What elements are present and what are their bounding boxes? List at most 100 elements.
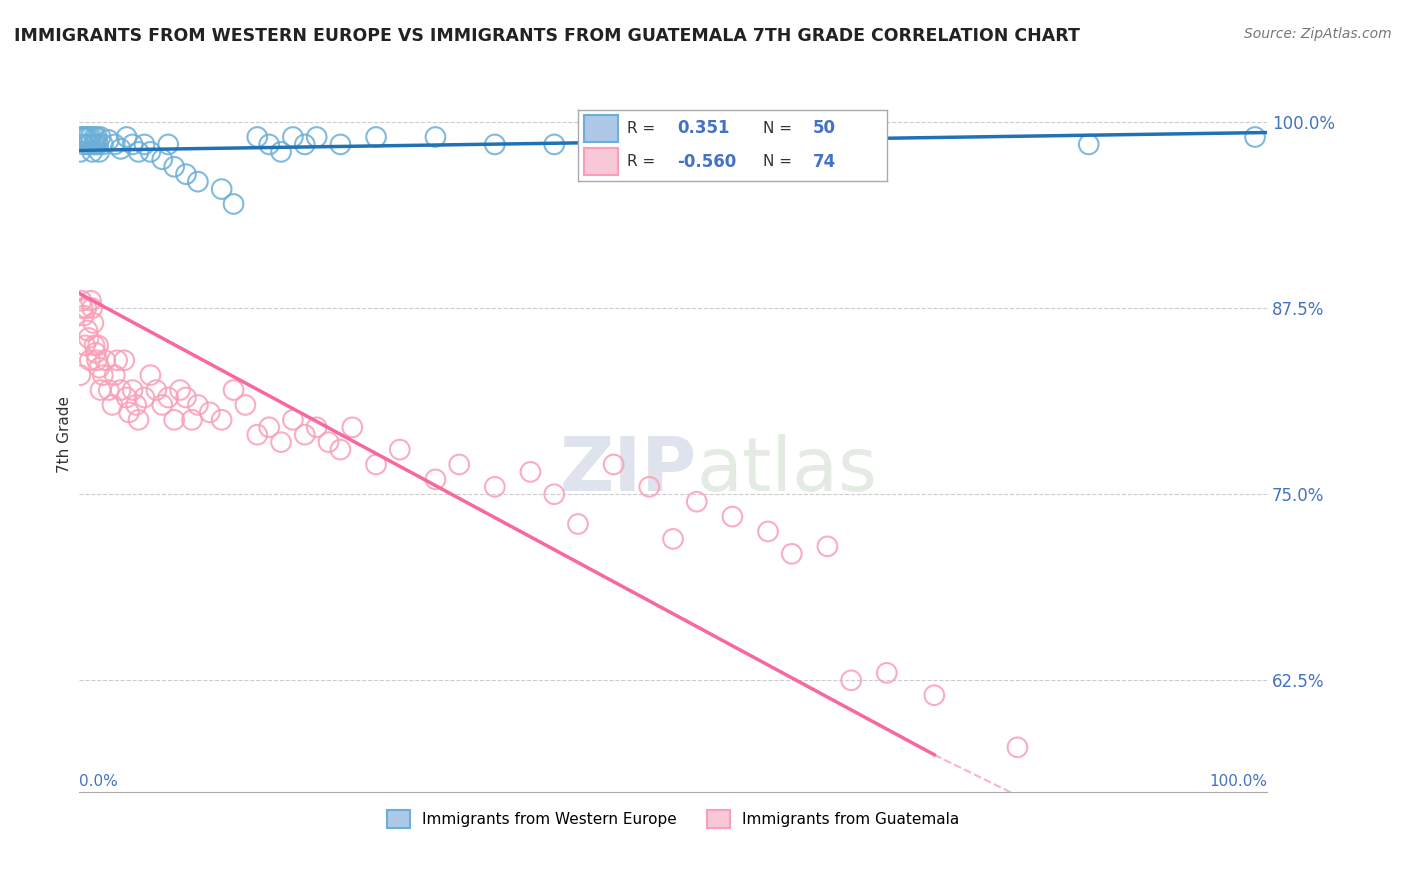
Point bbox=[1077, 137, 1099, 152]
Point bbox=[89, 145, 111, 159]
Text: ZIP: ZIP bbox=[560, 434, 697, 507]
Point bbox=[77, 331, 100, 345]
Point bbox=[686, 494, 709, 508]
Point bbox=[73, 309, 96, 323]
Point bbox=[104, 368, 127, 383]
Point bbox=[187, 398, 209, 412]
Point bbox=[83, 130, 105, 145]
Point bbox=[181, 413, 204, 427]
Point bbox=[281, 130, 304, 145]
Point bbox=[281, 413, 304, 427]
Point bbox=[76, 324, 98, 338]
Point bbox=[364, 130, 387, 145]
Point bbox=[87, 338, 110, 352]
Point bbox=[69, 145, 91, 159]
Point bbox=[662, 137, 685, 152]
Point bbox=[305, 420, 328, 434]
Point bbox=[294, 427, 316, 442]
Point bbox=[110, 142, 132, 156]
Point bbox=[780, 547, 803, 561]
Point bbox=[128, 145, 150, 159]
Point bbox=[174, 167, 197, 181]
Point bbox=[89, 360, 111, 375]
Point bbox=[780, 137, 803, 152]
Point bbox=[82, 301, 104, 315]
Legend: Immigrants from Western Europe, Immigrants from Guatemala: Immigrants from Western Europe, Immigran… bbox=[381, 804, 966, 834]
Point bbox=[112, 353, 135, 368]
Point bbox=[425, 472, 447, 486]
Point bbox=[174, 391, 197, 405]
Point bbox=[86, 130, 108, 145]
Point bbox=[70, 130, 93, 145]
Point bbox=[157, 137, 180, 152]
Point bbox=[75, 130, 97, 145]
Point bbox=[77, 130, 100, 145]
Point bbox=[924, 688, 946, 702]
Point bbox=[134, 391, 156, 405]
Point bbox=[662, 532, 685, 546]
Point bbox=[110, 383, 132, 397]
Point bbox=[139, 368, 162, 383]
Point bbox=[139, 145, 162, 159]
Point bbox=[187, 175, 209, 189]
Point bbox=[211, 182, 233, 196]
Point bbox=[602, 458, 624, 472]
Point bbox=[82, 145, 104, 159]
Point bbox=[246, 130, 269, 145]
Point bbox=[519, 465, 541, 479]
Point bbox=[257, 137, 280, 152]
Point bbox=[121, 137, 143, 152]
Point bbox=[270, 145, 292, 159]
Point bbox=[89, 130, 111, 145]
Point bbox=[82, 316, 104, 330]
Text: atlas: atlas bbox=[697, 434, 877, 507]
Point bbox=[87, 137, 110, 152]
Point bbox=[157, 391, 180, 405]
Point bbox=[94, 353, 117, 368]
Point bbox=[839, 673, 862, 688]
Point bbox=[305, 130, 328, 145]
Point bbox=[91, 368, 114, 383]
Point bbox=[150, 398, 173, 412]
Point bbox=[69, 368, 91, 383]
Point bbox=[134, 137, 156, 152]
Point bbox=[169, 383, 191, 397]
Y-axis label: 7th Grade: 7th Grade bbox=[58, 396, 72, 473]
Text: Source: ZipAtlas.com: Source: ZipAtlas.com bbox=[1244, 27, 1392, 41]
Point bbox=[82, 137, 104, 152]
Point bbox=[211, 413, 233, 427]
Point bbox=[75, 338, 97, 352]
Point bbox=[128, 413, 150, 427]
Point bbox=[222, 383, 245, 397]
Point bbox=[83, 338, 105, 352]
Point bbox=[198, 405, 221, 419]
Point bbox=[163, 160, 186, 174]
Point bbox=[756, 524, 779, 539]
Point bbox=[105, 353, 128, 368]
Point bbox=[364, 458, 387, 472]
Point bbox=[118, 405, 141, 419]
Point bbox=[1244, 130, 1267, 145]
Point bbox=[342, 420, 364, 434]
Point bbox=[484, 137, 506, 152]
Point bbox=[79, 353, 101, 368]
Text: IMMIGRANTS FROM WESTERN EUROPE VS IMMIGRANTS FROM GUATEMALA 7TH GRADE CORRELATIO: IMMIGRANTS FROM WESTERN EUROPE VS IMMIGR… bbox=[14, 27, 1080, 45]
Point bbox=[75, 301, 97, 315]
Point bbox=[222, 197, 245, 211]
Point bbox=[1007, 740, 1029, 755]
Point bbox=[80, 293, 103, 308]
Point bbox=[815, 539, 838, 553]
Point bbox=[80, 130, 103, 145]
Point bbox=[257, 420, 280, 434]
Point bbox=[163, 413, 186, 427]
Point bbox=[73, 137, 96, 152]
Point bbox=[86, 353, 108, 368]
Point bbox=[125, 398, 148, 412]
Point bbox=[543, 487, 565, 501]
Point bbox=[75, 130, 97, 145]
Point bbox=[97, 133, 120, 147]
Point bbox=[70, 293, 93, 308]
Point bbox=[449, 458, 471, 472]
Point bbox=[79, 137, 101, 152]
Text: 100.0%: 100.0% bbox=[1209, 774, 1267, 789]
